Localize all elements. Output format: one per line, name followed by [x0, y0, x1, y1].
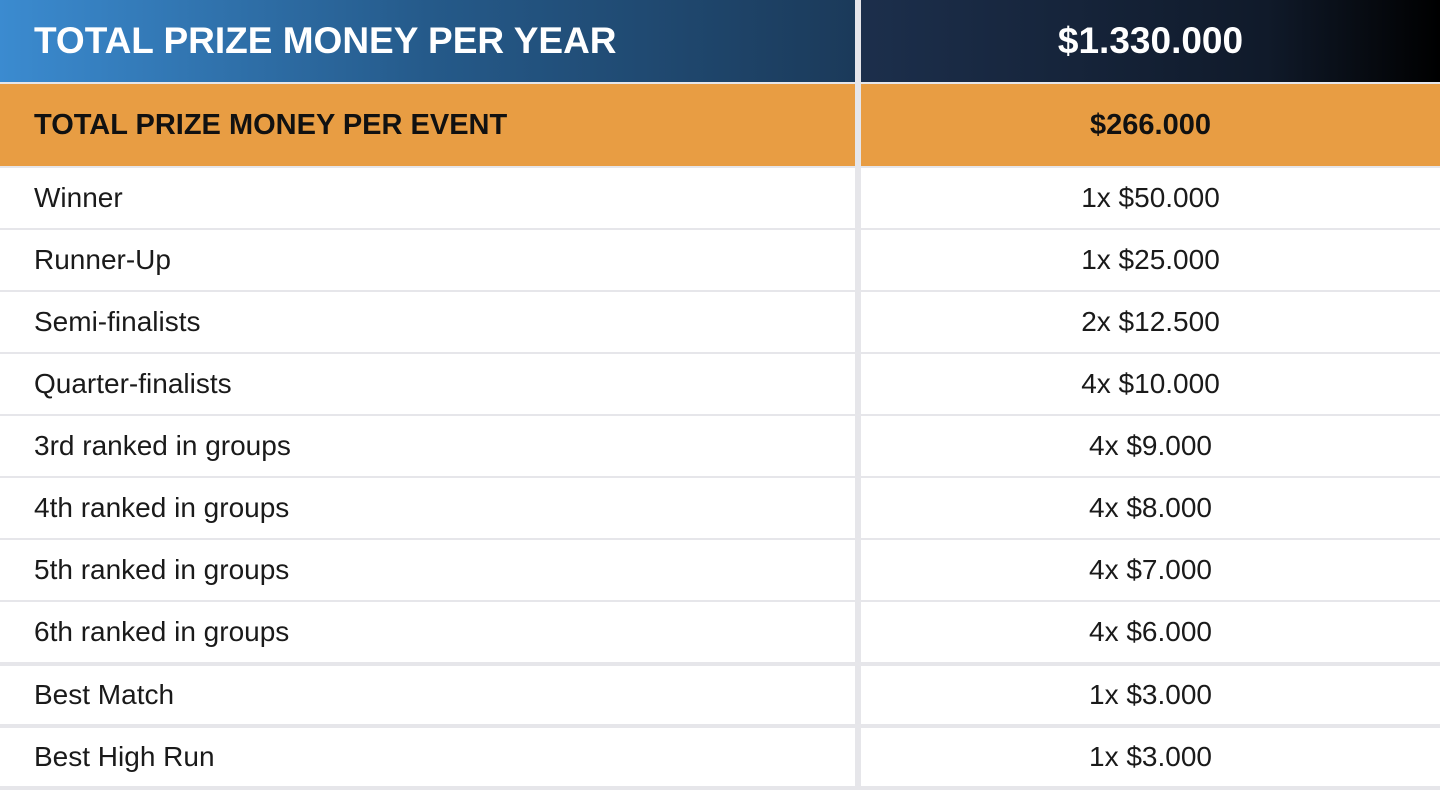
year-title: TOTAL PRIZE MONEY PER YEAR [0, 0, 855, 82]
prize-amount: 4x $8.000 [861, 478, 1440, 538]
prize-amount: 1x $3.000 [861, 728, 1440, 786]
prize-amount: 1x $3.000 [861, 666, 1440, 724]
prize-amount: 4x $7.000 [861, 540, 1440, 600]
prize-label: 6th ranked in groups [0, 602, 855, 662]
prize-amount: 2x $12.500 [861, 292, 1440, 352]
prize-label: Best Match [0, 666, 855, 724]
event-value: $266.000 [861, 84, 1440, 166]
prize-label: 3rd ranked in groups [0, 416, 855, 476]
prize-label: Runner-Up [0, 230, 855, 290]
prize-label: Quarter-finalists [0, 354, 855, 414]
prize-label: 4th ranked in groups [0, 478, 855, 538]
prize-amount: 4x $10.000 [861, 354, 1440, 414]
event-title: TOTAL PRIZE MONEY PER EVENT [0, 84, 855, 166]
prize-label: Semi-finalists [0, 292, 855, 352]
prize-amount: 1x $25.000 [861, 230, 1440, 290]
year-value: $1.330.000 [861, 0, 1440, 82]
prize-label: Winner [0, 168, 855, 228]
prize-amount: 4x $6.000 [861, 602, 1440, 662]
prize-label: 5th ranked in groups [0, 540, 855, 600]
prize-label: Best High Run [0, 728, 855, 786]
prize-amount: 4x $9.000 [861, 416, 1440, 476]
prize-amount: 1x $50.000 [861, 168, 1440, 228]
